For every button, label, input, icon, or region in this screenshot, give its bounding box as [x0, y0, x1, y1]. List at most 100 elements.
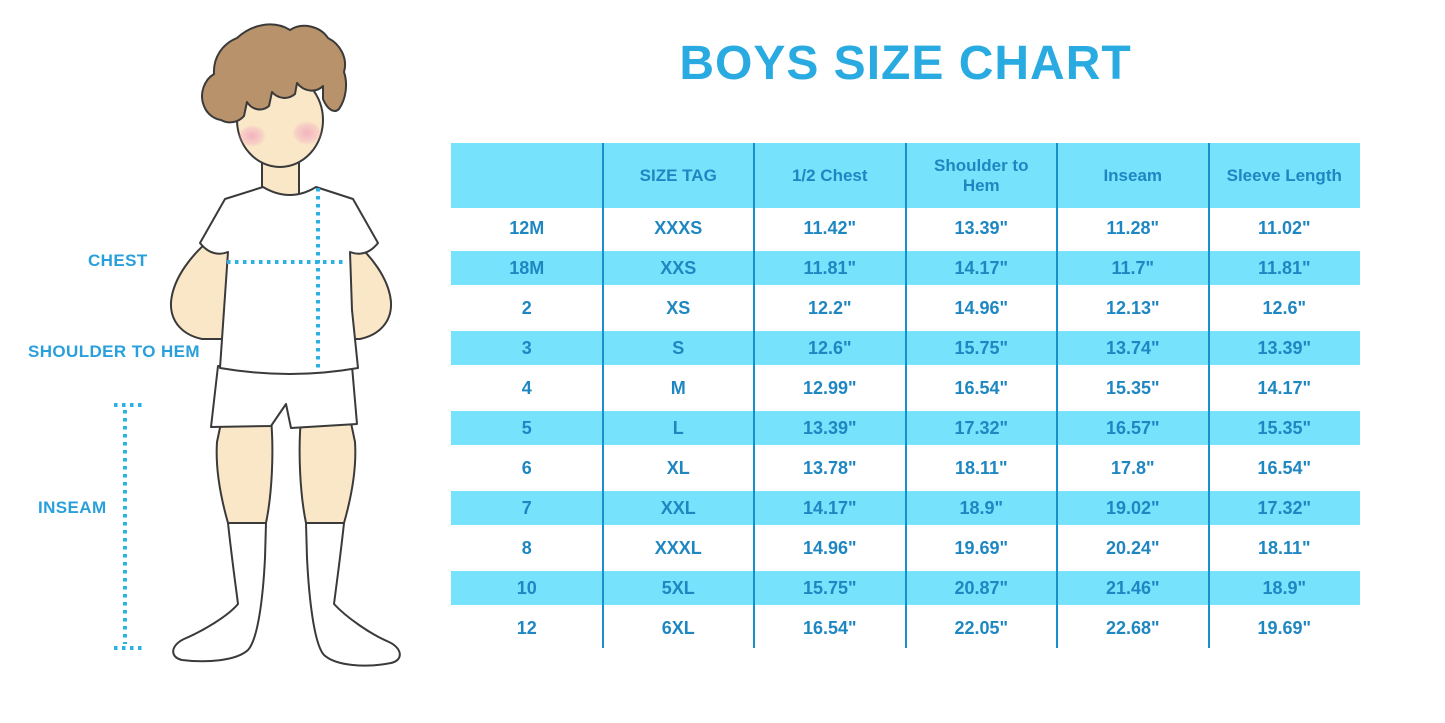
table-cell: 14.96": [954, 297, 1009, 318]
table-cell: 16.54": [802, 617, 857, 638]
table-cell: 17.32": [954, 417, 1009, 438]
table-cell: 15.35": [1105, 377, 1160, 398]
header-cell-half-chest: 1/2 Chest: [791, 165, 868, 185]
table-cell: 11.81": [803, 257, 857, 278]
table-cell: 11.28": [1106, 217, 1160, 238]
blush-left: [238, 125, 266, 147]
table-cell: 12.6": [1262, 297, 1307, 318]
table-cell: XL: [666, 457, 690, 478]
shoulder-to-hem-label: SHOULDER TO HEM: [28, 342, 200, 361]
table-row: 12 6XL 16.54" 22.05" 22.68" 19.69": [451, 608, 1360, 648]
header-cell-sleeve-length: Sleeve Length: [1226, 165, 1342, 185]
table-cell: 11.02": [1257, 217, 1311, 238]
table-cell: XXXL: [654, 537, 702, 558]
table-column-divider: [1207, 143, 1210, 648]
size-table: SIZE TAG 1/2 Chest Shoulder to Hem Insea…: [451, 143, 1360, 648]
header-cell-size-tag: SIZE TAG: [639, 165, 717, 185]
table-cell: 17.32": [1257, 497, 1312, 518]
table-cell: 2: [521, 297, 532, 318]
table-cell: 12.99": [802, 377, 857, 398]
table-cell: 22.05": [954, 617, 1009, 638]
right-leg-shape: [298, 417, 357, 524]
table-cell: 12.2": [807, 297, 852, 318]
table-cell: M: [670, 377, 686, 398]
table-cell: 8: [521, 537, 532, 558]
table-cell: 20.87": [954, 577, 1009, 598]
table-cell: 12.13": [1105, 297, 1160, 318]
table-cell: 19.69": [1257, 617, 1312, 638]
table-cell: 6: [521, 457, 532, 478]
hair-shape: [201, 23, 348, 124]
table-cell: 13.39": [802, 417, 857, 438]
chest-label: CHEST: [88, 251, 148, 270]
table-cell: 14.96": [802, 537, 857, 558]
table-cell: 13.78": [802, 457, 857, 478]
table-cell: 14.17": [954, 257, 1009, 278]
table-cell: 11.42": [803, 217, 857, 238]
table-cell: 19.69": [954, 537, 1009, 558]
table-cell: 12: [516, 617, 537, 638]
table-cell: 5XL: [661, 577, 695, 598]
page-title: BOYS SIZE CHART: [679, 37, 1132, 90]
table-cell: 20.24": [1105, 537, 1160, 558]
blush-right: [292, 121, 322, 145]
table-cell: 7: [521, 497, 532, 518]
table-cell: 4: [521, 377, 532, 398]
table-cell: 18M: [509, 257, 545, 278]
table-column-divider: [904, 143, 907, 648]
table-cell: 15.75": [802, 577, 857, 598]
inseam-measure-line: [114, 403, 142, 650]
table-cell: XXXS: [654, 217, 703, 238]
table-cell: 13.74": [1105, 337, 1160, 358]
table-cell: L: [672, 417, 684, 438]
table-cell: 10: [516, 577, 537, 598]
table-cell: 14.17": [802, 497, 857, 518]
table-cell: 22.68": [1105, 617, 1160, 638]
boy-figure-illustration: [114, 23, 401, 667]
table-column-divider: [601, 143, 604, 648]
table-cell: 18.9": [959, 497, 1004, 518]
figure-area: CHEST SHOULDER TO HEM INSEAM: [0, 0, 450, 723]
table-cell: 6XL: [661, 617, 695, 638]
table-cell: 21.46": [1105, 577, 1160, 598]
table-row: 4 M 12.99" 16.54" 15.35" 14.17": [451, 368, 1360, 408]
table-cell: 3: [521, 337, 532, 358]
table-cell: XXL: [660, 497, 696, 518]
table-column-divider: [1056, 143, 1058, 648]
header-cell-inseam: Inseam: [1103, 165, 1163, 185]
header-cell-shoulder-hem: Shoulder to Hem: [934, 155, 1029, 195]
left-arm-shape: [169, 237, 233, 340]
table-row: 12M XXXS 11.42" 13.39" 11.28" 11.02": [451, 208, 1360, 248]
table-cell: 18.11": [954, 457, 1008, 478]
inseam-label: INSEAM: [38, 498, 107, 517]
table-cell: 5: [521, 417, 532, 438]
table-cell: 11.7": [1111, 257, 1155, 278]
table-cell: 13.39": [954, 217, 1009, 238]
table-cell: XXS: [660, 257, 697, 278]
table-cell: S: [672, 337, 685, 358]
table-cell: 16.54": [954, 377, 1009, 398]
table-column-divider: [753, 143, 755, 648]
table-row: 6 XL 13.78" 18.11" 17.8" 16.54": [451, 448, 1360, 488]
table-cell: 16.54": [1257, 457, 1312, 478]
header-cell-size: [451, 143, 603, 208]
table-cell: 18.11": [1257, 537, 1311, 558]
table-cell: 17.8": [1110, 457, 1155, 478]
left-sock-shape: [172, 522, 267, 663]
table-cell: 12M: [509, 217, 545, 238]
table-cell: 14.17": [1257, 377, 1312, 398]
table-cell: XS: [666, 297, 691, 318]
table-cell: 11.81": [1257, 257, 1311, 278]
right-sock-shape: [305, 522, 401, 667]
table-row: 8 XXXL 14.96" 19.69" 20.24" 18.11": [451, 528, 1360, 568]
table-cell: 18.9": [1262, 577, 1307, 598]
table-row: 2 XS 12.2" 14.96" 12.13" 12.6": [451, 288, 1360, 328]
table-cell: 13.39": [1257, 337, 1312, 358]
table-cell: 15.35": [1257, 417, 1312, 438]
table-cell: 15.75": [954, 337, 1009, 358]
left-leg-shape: [215, 417, 274, 524]
tshirt-shape: [199, 186, 379, 375]
table-cell: 19.02": [1105, 497, 1160, 518]
table-cell: 16.57": [1105, 417, 1160, 438]
